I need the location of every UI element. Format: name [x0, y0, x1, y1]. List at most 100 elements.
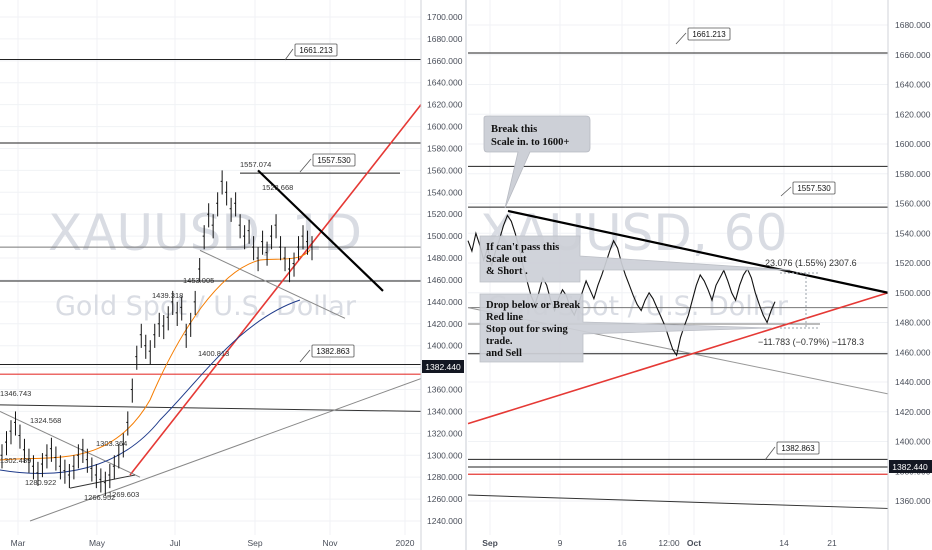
- left-price-label: 1439.318: [152, 291, 183, 300]
- callout-3-line-1: Drop below or Break: [486, 300, 580, 311]
- left-y-tick: 1680.000: [427, 34, 463, 44]
- right-x-axis: Sep 9 16 12:00 Oct 14 21: [482, 538, 837, 548]
- right-y-tick: 1660.000: [895, 50, 931, 60]
- right-level-box: [687, 27, 731, 41]
- left-level-box-pointer: [299, 349, 311, 363]
- left-price-label: 1280.922: [25, 478, 56, 487]
- right-x-tick: 12:00: [658, 538, 680, 548]
- left-y-tick: 1320.000: [427, 428, 463, 438]
- right-y-tick: 1420.000: [895, 407, 931, 417]
- right-y-tick: 1600.000: [895, 139, 931, 149]
- left-level-box: [294, 43, 338, 57]
- left-trend-line: [69, 474, 136, 489]
- left-level-box-pointer: [284, 48, 294, 61]
- left-current-price: 1382.440: [425, 362, 461, 372]
- right-y-axis: 1360.0001380.0001400.0001420.0001440.000…: [895, 20, 931, 506]
- right-y-tick: 1640.000: [895, 80, 931, 90]
- callout-cant-pass: If can't pass this Scale out & Short .: [479, 235, 791, 283]
- right-x-tick: Oct: [687, 538, 701, 548]
- right-y-tick: 1580.000: [895, 169, 931, 179]
- right-level-boxes: 1661.213 1557.530 1382.863: [675, 27, 836, 461]
- left-price-label: 1523.668: [262, 183, 293, 192]
- left-y-tick: 1360.000: [427, 385, 463, 395]
- left-level-box-label: 1382.863: [316, 347, 350, 356]
- left-y-tick: 1280.000: [427, 472, 463, 482]
- left-y-tick: 1540.000: [427, 187, 463, 197]
- callout-3-line-2: Red line: [486, 312, 523, 323]
- left-candles: [0, 170, 313, 496]
- left-x-tick: Mar: [11, 538, 26, 548]
- right-y-tick: 1540.000: [895, 228, 931, 238]
- right-level-box-label: 1382.863: [781, 444, 815, 453]
- callout-break-this: Break this Scale in. to 1600+: [483, 115, 591, 209]
- callout-1-line-1: Break this: [491, 124, 537, 135]
- left-y-tick: 1260.000: [427, 494, 463, 504]
- right-black-trendline: [507, 209, 889, 294]
- callout-1-line-2: Scale in. to 1600+: [491, 137, 569, 148]
- left-watermark-symbol: XAUUSD, 1D: [48, 204, 362, 262]
- left-level-box: [312, 153, 356, 167]
- right-y-tick: 1560.000: [895, 199, 931, 209]
- left-x-tick: Jul: [170, 538, 181, 548]
- right-y-tick: 1480.000: [895, 318, 931, 328]
- right-level-box-pointer: [780, 186, 792, 197]
- left-price-label: 1303.364: [96, 439, 127, 448]
- left-y-tick: 1600.000: [427, 122, 463, 132]
- left-y-tick: 1340.000: [427, 406, 463, 416]
- measure-lower-label: −11.783 (−0.79%) −1178.3: [758, 337, 864, 347]
- left-grid: [0, 0, 421, 535]
- right-y-tick: 1620.000: [895, 109, 931, 119]
- right-y-tick: 1500.000: [895, 288, 931, 298]
- left-price-labels: 1346.743 1324.568 1303.364 1302.489 1280.922…: [0, 160, 293, 502]
- left-y-tick: 1300.000: [427, 450, 463, 460]
- callout-3-line-3: Stop out for swing: [486, 324, 569, 335]
- right-y-tick: 1460.000: [895, 347, 931, 357]
- left-price-label: 1400.813: [198, 349, 229, 358]
- callout-drop-below: Drop below or Break Red line Stop out fo…: [479, 293, 773, 363]
- right-x-tick: 21: [827, 538, 837, 548]
- right-chart-panel[interactable]: XAUUSD, 60 Gold Spot / U.S. Dollar 1661.…: [467, 0, 932, 550]
- left-y-tick: 1620.000: [427, 100, 463, 110]
- right-current-price-tag: 1382.440: [889, 460, 932, 473]
- right-y-tick: 1400.000: [895, 437, 931, 447]
- left-y-tick: 1480.000: [427, 253, 463, 263]
- right-level-box-label: 1661.213: [692, 30, 726, 39]
- left-x-tick: Nov: [322, 538, 338, 548]
- left-y-tick: 1640.000: [427, 78, 463, 88]
- left-level-box: [311, 344, 355, 358]
- right-y-tick: 1680.000: [895, 20, 931, 30]
- left-y-tick: 1580.000: [427, 143, 463, 153]
- measure-tool: 23.076 (1.55%) 2307.6 −11.783 (−0.79%) −…: [758, 258, 864, 347]
- left-chart-panel[interactable]: XAUUSD, 1D Gold Spot / U.S. Dollar 1346.…: [0, 0, 464, 550]
- callout-2-line-1: If can't pass this: [486, 242, 559, 253]
- left-level-box-label: 1661.213: [299, 46, 333, 55]
- left-x-tick: 2020: [396, 538, 415, 548]
- right-current-price: 1382.440: [892, 462, 928, 472]
- callout-2-line-2: Scale out: [486, 254, 527, 265]
- left-y-tick: 1560.000: [427, 165, 463, 175]
- left-y-tick: 1460.000: [427, 275, 463, 285]
- left-price-label: 1346.743: [0, 389, 31, 398]
- callout-3-line-5: and Sell: [486, 348, 522, 359]
- right-y-tick: 1520.000: [895, 258, 931, 268]
- left-x-tick: Sep: [247, 538, 262, 548]
- left-price-label: 1269.603: [108, 490, 139, 499]
- left-black-trendline: [257, 169, 384, 292]
- left-price-label: 1557.074: [240, 160, 271, 169]
- left-y-tick: 1520.000: [427, 209, 463, 219]
- left-y-tick: 1400.000: [427, 341, 463, 351]
- left-level-box-pointer: [299, 158, 312, 173]
- left-y-tick: 1700.000: [427, 12, 463, 22]
- left-y-tick: 1240.000: [427, 516, 463, 526]
- right-red-trendline: [467, 291, 889, 425]
- left-price-label: 1324.568: [30, 416, 61, 425]
- left-x-tick: May: [89, 538, 106, 548]
- left-x-axis: Mar May Jul Sep Nov 2020: [11, 538, 415, 548]
- right-x-tick: 16: [617, 538, 627, 548]
- left-y-tick: 1420.000: [427, 319, 463, 329]
- left-current-price-tag: 1382.440: [422, 360, 464, 373]
- left-level-box-label: 1557.530: [317, 156, 351, 165]
- left-y-tick: 1440.000: [427, 297, 463, 307]
- left-ma-fast: [0, 249, 311, 461]
